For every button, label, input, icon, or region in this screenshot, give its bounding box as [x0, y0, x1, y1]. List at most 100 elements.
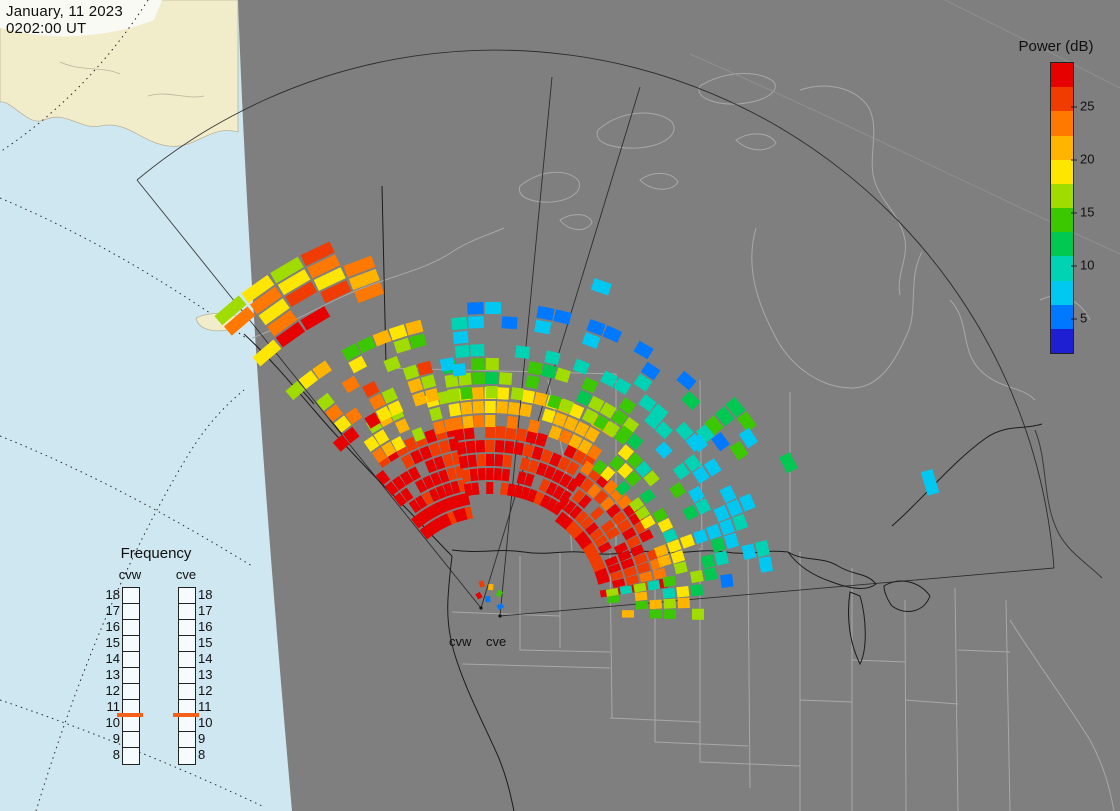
backscatter-cell: [574, 531, 588, 545]
backscatter-cell: [593, 534, 608, 548]
backscatter-cell: [501, 316, 518, 330]
backscatter-cell: [478, 580, 485, 588]
backscatter-cell: [541, 408, 556, 424]
frequency-scale-cell: [179, 732, 195, 748]
frequency-column-label-cvw: cvw: [118, 567, 142, 582]
backscatter-cell: [277, 269, 311, 296]
backscatter-cell: [633, 373, 653, 392]
backscatter-cell: [535, 432, 548, 447]
backscatter-cell: [469, 468, 479, 482]
backscatter-cell: [371, 447, 388, 464]
frequency-scale-value: 18: [198, 587, 213, 602]
power-colorbar: Power (dB) 25 20 15 10 5: [1000, 38, 1112, 354]
backscatter-cell: [689, 569, 704, 584]
backscatter-cell: [639, 571, 653, 583]
frequency-scale-value: 17: [198, 603, 213, 618]
backscatter-cell: [450, 480, 461, 495]
radar-site-markers: [479, 606, 502, 618]
backscatter-cell: [460, 492, 471, 506]
frequency-scale-value: 17: [105, 603, 120, 618]
backscatter-cell: [621, 527, 637, 541]
frequency-scale-value: 13: [105, 667, 120, 682]
backscatter-cell: [476, 454, 486, 467]
backscatter-cell: [620, 558, 635, 570]
backscatter-cell: [605, 526, 620, 540]
backscatter-cell: [458, 372, 472, 386]
backscatter-cell: [463, 426, 475, 440]
backscatter-cell: [569, 525, 584, 540]
backscatter-cell: [579, 477, 594, 493]
backscatter-cell: [557, 495, 570, 510]
backscatter-cell: [650, 403, 669, 422]
backscatter-cell: [633, 582, 647, 593]
backscatter-cell: [552, 412, 568, 428]
backscatter-cell: [388, 324, 408, 341]
frequency-scale-cell: [179, 636, 195, 652]
backscatter-cell: [581, 377, 599, 394]
backscatter-cell: [565, 461, 580, 476]
backscatter-cell: [444, 374, 459, 388]
backscatter-cell: [451, 509, 463, 523]
backscatter-cell: [625, 574, 639, 586]
backscatter-cell: [419, 445, 433, 461]
backscatter-cell: [519, 403, 533, 418]
backscatter-cell: [471, 482, 480, 496]
backscatter-cell: [615, 480, 631, 496]
backscatter-cell: [587, 444, 603, 461]
colorbar-segment: [1051, 135, 1073, 160]
backscatter-cell: [669, 482, 686, 499]
frequency-column-label-cve: cve: [175, 567, 197, 582]
backscatter-cell: [623, 566, 637, 578]
backscatter-cell: [375, 405, 392, 423]
backscatter-cell: [558, 398, 575, 414]
colorbar-gradient: [1050, 62, 1074, 354]
backscatter-cell: [547, 394, 562, 410]
backscatter-cell: [719, 518, 735, 536]
backscatter-cell: [626, 433, 644, 451]
backscatter-cell: [608, 455, 625, 472]
backscatter-cell: [424, 522, 438, 537]
backscatter-cell: [692, 528, 709, 545]
backscatter-cell: [430, 472, 442, 487]
backscatter-cell: [501, 468, 511, 482]
frequency-scale-value: 14: [105, 651, 120, 666]
backscatter-cell: [533, 391, 548, 407]
backscatter-cell: [485, 357, 499, 371]
backscatter-cell: [643, 470, 660, 487]
backscatter-cell: [393, 492, 407, 507]
backscatter-cell: [408, 499, 422, 514]
backscatter-cell: [582, 542, 597, 555]
backscatter-cell: [574, 510, 589, 525]
backscatter-cell: [575, 390, 593, 407]
backscatter-cell: [434, 516, 447, 531]
backscatter-cell: [368, 393, 386, 410]
frequency-scale-value: 13: [198, 667, 213, 682]
backscatter-cell: [662, 575, 676, 588]
colorbar-segment: [1051, 208, 1073, 233]
backscatter-cell: [461, 469, 471, 483]
backscatter-cell: [422, 507, 435, 521]
backscatter-cell: [552, 485, 565, 500]
colorbar-segment: [1051, 256, 1073, 281]
backscatter-cell: [407, 377, 424, 394]
backscatter-cell: [372, 329, 392, 347]
backscatter-cell: [584, 426, 600, 443]
colorbar-tick: 5: [1070, 310, 1088, 326]
backscatter-cell: [433, 455, 446, 470]
backscatter-cell: [411, 514, 424, 529]
backscatter-cell: [662, 587, 676, 599]
backscatter-cell: [343, 255, 376, 278]
backscatter-cell: [463, 483, 473, 497]
backscatter-cell: [588, 554, 603, 567]
backscatter-cell: [663, 609, 677, 619]
backscatter-cell: [524, 473, 535, 487]
backscatter-cell: [373, 429, 390, 446]
backscatter-cell: [467, 301, 484, 315]
backscatter-cell: [683, 454, 702, 472]
backscatter-cell: [657, 554, 672, 568]
backscatter-cell: [663, 598, 676, 609]
backscatter-cell: [545, 497, 558, 512]
backscatter-cell: [412, 391, 428, 407]
backscatter-cell: [486, 467, 494, 481]
frequency-scale-value: 16: [105, 619, 120, 634]
